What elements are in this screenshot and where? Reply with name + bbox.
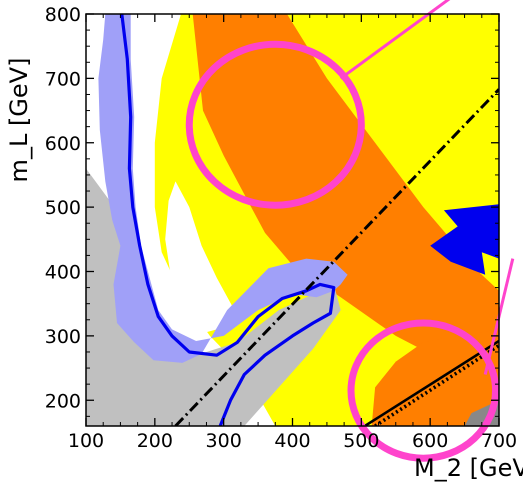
- highlight-circle-upper: [185, 40, 365, 209]
- region-orange-main: [192, 14, 499, 369]
- x-tick-label: 200: [137, 430, 173, 452]
- x-tick-label: 500: [343, 430, 379, 452]
- x-tick-label: 100: [68, 430, 104, 452]
- region-white: [165, 181, 237, 336]
- x-axis-label: M_2 [GeV]: [414, 454, 523, 482]
- lines: [120, 14, 499, 426]
- x-tick-label: 300: [206, 430, 242, 452]
- regions: [86, 14, 499, 426]
- x-tick-label: 700: [481, 430, 517, 452]
- line-solid-black: [364, 339, 499, 426]
- y-tick-label: 500: [45, 197, 81, 219]
- line-dash-dot: [174, 88, 499, 426]
- y-tick-label: 800: [45, 4, 81, 26]
- ticks: 100 200 300 400 500 600 700 200 300 400 500 600 700 8…: [45, 4, 517, 452]
- arrow-marker: [430, 204, 499, 275]
- y-tick-label: 400: [45, 262, 81, 284]
- y-tick-label: 300: [45, 326, 81, 348]
- line-blue-contour: [120, 14, 336, 426]
- x-tick-label: 400: [274, 430, 310, 452]
- x-tick-label: 600: [412, 430, 448, 452]
- y-tick-label: 600: [45, 133, 81, 155]
- y-axis-label: m_L [GeV]: [5, 58, 33, 183]
- y-tick-label: 700: [45, 68, 81, 90]
- y-tick-label: 200: [45, 390, 81, 412]
- highlight-circle-lower: [347, 319, 500, 462]
- region-gray: [86, 168, 341, 426]
- region-lavender: [98, 14, 348, 363]
- leader-line-upper: [339, 0, 451, 80]
